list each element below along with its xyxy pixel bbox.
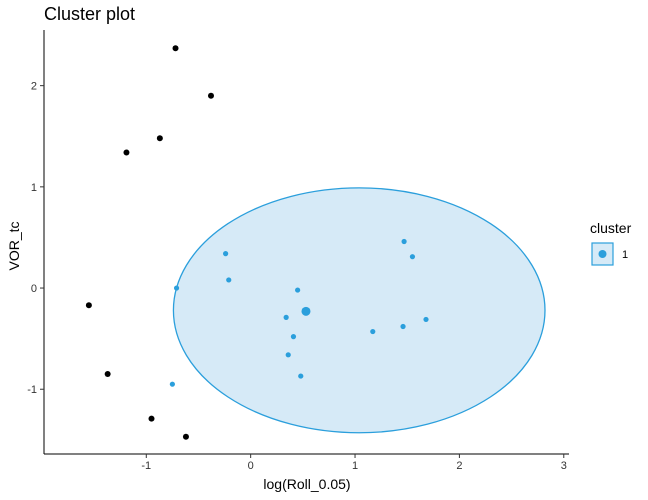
legend-label-cluster-1: 1	[622, 249, 628, 261]
y-axis-title: VOR_tc	[6, 221, 22, 270]
cluster-point	[298, 373, 304, 379]
cluster-point	[285, 352, 291, 358]
cluster-center-point	[301, 306, 311, 316]
outlier-point	[207, 92, 214, 99]
cluster-point	[283, 314, 289, 320]
cluster-point	[423, 316, 429, 323]
outlier-point	[156, 135, 163, 142]
x-tick-label: 3	[561, 460, 567, 472]
legend-key-marker	[598, 250, 607, 258]
x-axis-ticks: -1 0 1 2 3	[141, 454, 567, 472]
y-tick-label: -1	[27, 384, 37, 396]
outlier-point	[123, 149, 130, 156]
y-axis-ticks: -1 0 1 2	[27, 81, 44, 396]
cluster-point	[401, 238, 407, 245]
cluster-point	[400, 323, 406, 330]
cluster-point	[290, 334, 297, 340]
legend: cluster 1	[590, 220, 632, 266]
outlier-point	[104, 371, 111, 378]
outlier-point	[182, 433, 189, 440]
x-tick-label: 0	[248, 460, 254, 472]
outlier-point	[85, 302, 92, 309]
cluster-point	[409, 254, 416, 260]
x-tick-label: 2	[456, 460, 462, 472]
chart-title: Cluster plot	[44, 4, 135, 24]
points-layer	[85, 45, 429, 440]
cluster-point	[226, 277, 232, 283]
cluster-point	[173, 285, 180, 291]
cluster-point	[223, 251, 229, 257]
cluster-point	[370, 328, 376, 335]
legend-title: cluster	[590, 220, 632, 236]
y-tick-label: 2	[31, 81, 37, 93]
x-tick-label: 1	[352, 460, 358, 472]
cluster-1-ellipse	[172, 187, 546, 434]
cluster-point	[169, 381, 175, 387]
outlier-point	[148, 415, 155, 422]
cluster-point	[295, 287, 301, 293]
cluster-ellipse-layer	[172, 187, 546, 434]
x-tick-label: -1	[141, 460, 151, 472]
x-axis-title: log(Roll_0.05)	[263, 476, 350, 492]
y-tick-label: 0	[31, 283, 37, 295]
outlier-point	[172, 45, 179, 52]
y-tick-label: 1	[31, 182, 37, 194]
